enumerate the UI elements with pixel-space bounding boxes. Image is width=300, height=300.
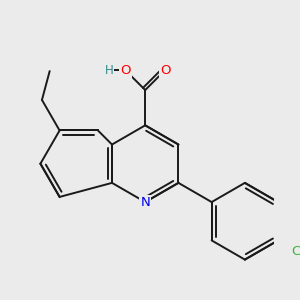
Text: O: O [160,64,170,76]
Text: N: N [140,196,150,208]
Text: H: H [105,64,113,76]
Text: Cl: Cl [292,245,300,258]
Text: O: O [120,64,130,76]
